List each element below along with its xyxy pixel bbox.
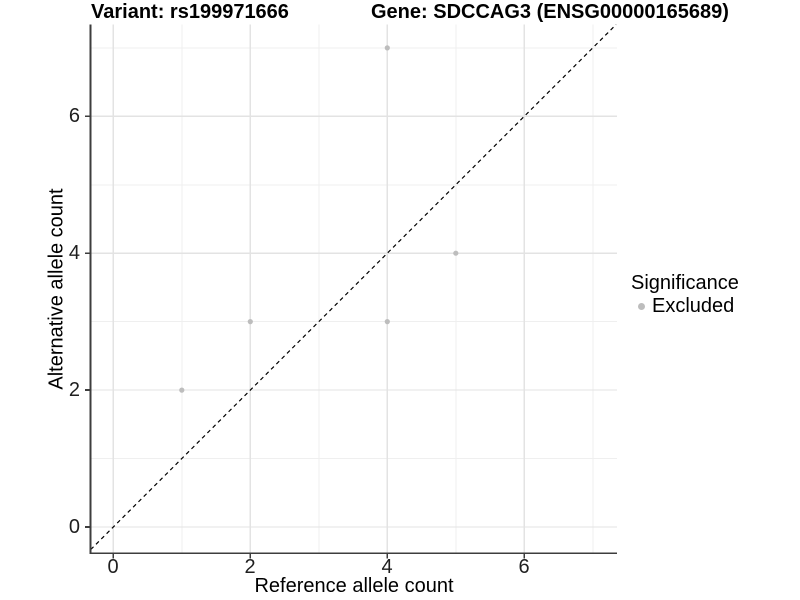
y-tick-label: 2 xyxy=(68,379,80,401)
data-point xyxy=(179,387,185,393)
legend: Significance Excluded xyxy=(631,272,739,316)
identity-dashed-line xyxy=(90,24,617,551)
y-axis-title: Alternative allele count xyxy=(45,188,68,390)
data-point xyxy=(453,250,459,256)
legend-item-label: Excluded xyxy=(652,295,735,317)
y-tick-label: 6 xyxy=(68,105,80,127)
plot-title-variant: Variant: rs199971666 xyxy=(91,1,289,23)
x-tick-label: 6 xyxy=(518,556,530,578)
legend-key-dot xyxy=(638,302,645,310)
x-tick-label: 2 xyxy=(244,556,256,578)
data-point xyxy=(247,319,253,325)
x-axis-title: Reference allele count xyxy=(254,575,454,597)
y-tick-label: 4 xyxy=(68,242,80,264)
plot-title-gene: Gene: SDCCAG3 (ENSG00000165689) xyxy=(371,1,729,23)
data-point xyxy=(384,45,390,51)
legend-title: Significance xyxy=(631,272,739,294)
data-point xyxy=(384,319,390,325)
x-tick-label: 0 xyxy=(107,556,119,578)
y-tick-label: 0 xyxy=(68,516,80,538)
x-tick-label: 4 xyxy=(381,556,393,578)
legend-item-excluded: Excluded xyxy=(631,296,739,316)
